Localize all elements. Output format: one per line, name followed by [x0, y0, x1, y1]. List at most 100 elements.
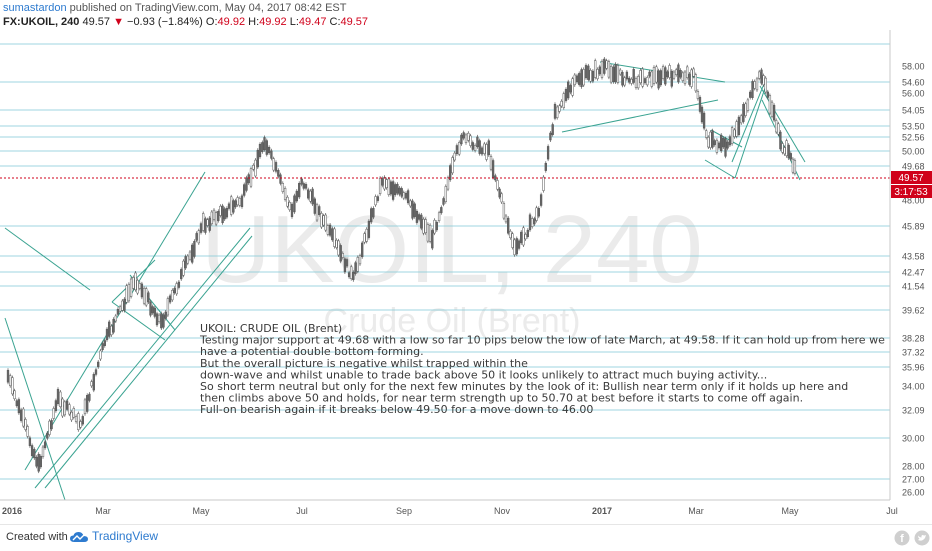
candle: [345, 259, 349, 267]
candle: [288, 202, 291, 211]
candle: [30, 445, 34, 456]
candle: [758, 71, 761, 79]
candle: [621, 72, 624, 86]
candle: [46, 432, 49, 439]
candle: [240, 195, 244, 207]
candle: [258, 143, 262, 158]
candle: [326, 225, 330, 235]
candle: [598, 66, 601, 75]
candle: [787, 144, 790, 159]
candle: [202, 213, 205, 231]
candle: [298, 183, 301, 198]
price-tick-label: 54.05: [902, 106, 925, 116]
price-tick-label: 34.00: [902, 382, 925, 392]
candle: [70, 411, 73, 421]
price-tick-label: 42.47: [902, 268, 925, 278]
price-tick-label: 53.50: [902, 122, 925, 132]
candle: [666, 71, 669, 78]
candle: [587, 65, 590, 80]
candle: [688, 73, 691, 85]
candle: [473, 145, 477, 151]
candle: [766, 91, 769, 98]
candle: [101, 343, 104, 351]
candle: [175, 283, 178, 295]
trend-line: [4, 317, 66, 501]
candle: [123, 298, 126, 311]
candle: [616, 65, 620, 83]
symbol-label[interactable]: FX:UKOIL, 240: [3, 16, 80, 28]
candle: [339, 245, 342, 262]
candle: [221, 205, 224, 224]
last-value: 49.57: [82, 16, 110, 28]
candle: [491, 160, 495, 178]
author-link[interactable]: sumastardon: [3, 2, 67, 14]
candle: [322, 215, 325, 226]
candle: [234, 200, 237, 208]
price-axis[interactable]: [890, 30, 932, 500]
price-tick-label: 45.89: [902, 222, 925, 232]
candle: [197, 230, 200, 244]
watermark-symbol: UKOIL, 240: [201, 196, 703, 303]
candle: [293, 195, 296, 213]
candle: [238, 198, 241, 206]
candle: [696, 91, 700, 99]
candle: [108, 321, 111, 337]
candle: [157, 314, 161, 322]
candle: [28, 437, 32, 446]
time-axis[interactable]: [0, 500, 890, 524]
candle: [43, 441, 47, 448]
candle: [363, 233, 366, 243]
twitter-icon[interactable]: [914, 530, 930, 546]
candle: [558, 105, 561, 112]
candle: [385, 179, 388, 188]
candle: [500, 193, 503, 203]
candle: [531, 218, 534, 227]
candle: [13, 390, 16, 400]
candle: [515, 238, 518, 255]
candle: [728, 136, 732, 146]
candle: [396, 183, 399, 194]
candle: [272, 158, 275, 171]
bar-countdown-text: 3:17:53: [894, 187, 928, 198]
candle: [230, 196, 233, 215]
candle: [247, 174, 250, 184]
tradingview-brand-link[interactable]: TradingView: [70, 529, 158, 543]
candle: [564, 89, 568, 101]
facebook-icon[interactable]: f: [894, 530, 910, 546]
close-value: 49.57: [340, 16, 369, 28]
candle: [755, 78, 759, 91]
candle: [290, 203, 294, 217]
candle: [277, 170, 280, 177]
candle: [59, 391, 62, 407]
price-tick-label: 32.09: [902, 406, 925, 416]
candle: [746, 99, 750, 111]
time-tick-label: Sep: [396, 506, 412, 516]
candle: [22, 408, 25, 427]
candle: [462, 132, 465, 139]
candle: [184, 256, 187, 269]
candle: [709, 131, 712, 148]
candle: [679, 70, 682, 78]
candle: [249, 168, 253, 187]
candle: [483, 143, 486, 154]
time-tick-label: Mar: [688, 506, 704, 516]
candle: [313, 198, 316, 214]
candle: [365, 228, 368, 242]
price-tick-label: 41.54: [902, 282, 925, 292]
candle: [596, 69, 599, 80]
candle: [347, 272, 351, 278]
trend-line: [34, 227, 251, 489]
candle: [367, 220, 371, 238]
annotation-line: So short term neutral but only for the n…: [200, 380, 848, 393]
candle: [15, 400, 18, 407]
candle: [655, 66, 658, 83]
candle: [632, 68, 635, 83]
candle: [358, 255, 362, 265]
candle: [722, 137, 725, 148]
price-tick-label: 52.56: [902, 133, 925, 143]
candle: [775, 120, 778, 133]
watermark: UKOIL, 240 Crude Oil (Brent): [201, 196, 703, 340]
price-chart[interactable]: UKOIL, 240 Crude Oil (Brent) UKOIL: CRUD…: [0, 0, 932, 524]
candle: [650, 71, 653, 87]
candle: [61, 398, 64, 417]
